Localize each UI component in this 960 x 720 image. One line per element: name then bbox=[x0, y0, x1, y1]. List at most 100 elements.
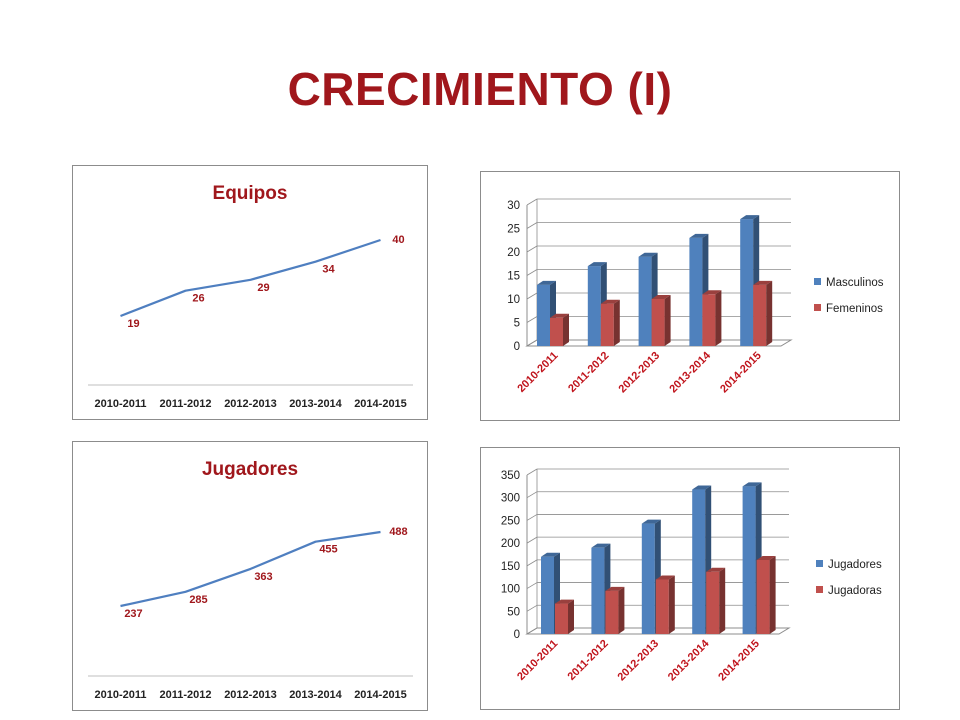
jugadores-line-chart-svg: Jugadores 2010-2011 2011-2012 2012-2013 2013… bbox=[88, 459, 413, 701]
legend-label: Jugadores bbox=[828, 559, 882, 571]
x-tick-label: 2010-2011 bbox=[515, 350, 560, 395]
jugadores-line-chart: Jugadores 2010-2011 2011-2012 2012-2013 2013… bbox=[72, 441, 428, 711]
x-tick-label: 2014-2015 bbox=[354, 398, 407, 410]
bar-jugadores bbox=[692, 489, 706, 634]
bar-top bbox=[638, 252, 658, 257]
y-tick-label: 50 bbox=[507, 606, 520, 618]
y-tick-label: 0 bbox=[514, 629, 520, 641]
bar-masculinos bbox=[537, 284, 550, 346]
x-tick-label: 2010-2011 bbox=[95, 398, 147, 410]
bar-top bbox=[541, 552, 560, 557]
gridline-side bbox=[526, 245, 538, 253]
bar-masculinos bbox=[689, 237, 703, 346]
bar-side bbox=[719, 567, 726, 634]
data-label: 29 bbox=[257, 282, 269, 294]
bar-top bbox=[740, 215, 760, 220]
legend-swatch bbox=[814, 278, 821, 285]
chart-title: Equipos bbox=[213, 183, 288, 204]
x-tick-label: 2014-2015 bbox=[716, 638, 762, 684]
bar-top bbox=[655, 575, 675, 580]
series-line bbox=[120, 238, 381, 318]
bar-femeninos bbox=[753, 284, 767, 346]
x-tick-label: 2012-2013 bbox=[224, 689, 277, 701]
bar-top bbox=[692, 485, 712, 490]
bar-jugadores bbox=[541, 556, 554, 634]
y-tick-label: 25 bbox=[507, 224, 520, 236]
gridline-side bbox=[526, 491, 538, 499]
equipos-line-chart-svg: Equipos 2010-2011 2011-2012 2012-2013 2013-2… bbox=[88, 183, 413, 410]
y-tick-label: 30 bbox=[507, 200, 520, 212]
y-tick-label: 0 bbox=[514, 341, 520, 353]
y-tick-label: 350 bbox=[501, 470, 520, 482]
gridline-side bbox=[526, 468, 538, 476]
bar-side bbox=[715, 290, 722, 346]
legend-label: Femeninos bbox=[826, 303, 883, 315]
bar-top bbox=[591, 543, 611, 548]
x-tick-label: 2012-2013 bbox=[224, 398, 277, 410]
bar-side bbox=[613, 299, 620, 346]
bar-jugadoras bbox=[555, 603, 568, 634]
gridline-side bbox=[526, 536, 538, 544]
bar-side bbox=[664, 295, 671, 346]
data-label: 488 bbox=[389, 526, 407, 538]
x-tick-label: 2013-2014 bbox=[666, 637, 712, 683]
bar-femeninos bbox=[600, 303, 614, 346]
x-tick-label: 2011-2012 bbox=[566, 350, 611, 395]
data-label: 26 bbox=[192, 293, 204, 305]
x-tick-label: 2013-2014 bbox=[667, 349, 713, 395]
bar-top bbox=[689, 233, 709, 238]
x-tick-label: 2010-2011 bbox=[515, 638, 560, 683]
bar-top bbox=[641, 519, 661, 524]
bar-masculinos bbox=[638, 256, 652, 346]
x-tick-label: 2012-2013 bbox=[617, 350, 663, 396]
gridline-side bbox=[526, 198, 538, 206]
x-tick-label: 2011-2012 bbox=[160, 689, 212, 701]
equipos-bar-chart: 0 5 10 15 20 25 30 2010-2011 2011-2012 2012-2013 2… bbox=[480, 171, 900, 421]
bar-jugadoras bbox=[655, 579, 669, 634]
data-label: 363 bbox=[254, 571, 272, 583]
y-tick-label: 5 bbox=[514, 318, 520, 330]
bar-top bbox=[753, 280, 773, 285]
x-tick-label: 2014-2015 bbox=[354, 689, 407, 701]
bar-femeninos bbox=[550, 317, 563, 346]
legend-swatch bbox=[816, 560, 823, 567]
bar-masculinos bbox=[587, 266, 601, 346]
legend-swatch bbox=[816, 586, 823, 593]
jugadores-bar-chart: 0 50 100 150 200 250 300 350 2010-2011 2011-2012 2… bbox=[480, 447, 900, 710]
data-label: 285 bbox=[189, 594, 207, 606]
bar-side bbox=[563, 313, 569, 346]
y-tick-label: 15 bbox=[507, 271, 520, 283]
bar-jugadores bbox=[641, 523, 655, 634]
legend-swatch bbox=[814, 304, 821, 311]
bar-side bbox=[766, 280, 773, 346]
bar-top bbox=[742, 482, 762, 487]
bar-jugadores bbox=[591, 547, 605, 634]
bar-femeninos bbox=[651, 299, 665, 346]
bar-side bbox=[668, 575, 675, 634]
bar-top bbox=[587, 262, 607, 267]
data-label: 34 bbox=[322, 264, 335, 276]
gridline-side bbox=[526, 316, 538, 323]
data-label: 19 bbox=[127, 318, 139, 330]
bar-femeninos bbox=[702, 294, 716, 346]
bar-jugadoras bbox=[706, 571, 720, 634]
gridline-side bbox=[526, 582, 538, 589]
bar-top bbox=[550, 313, 569, 318]
gridline-side bbox=[526, 559, 538, 567]
data-label: 237 bbox=[124, 608, 142, 620]
bar-top bbox=[706, 567, 726, 572]
gridline-side bbox=[526, 514, 538, 521]
gridline-side bbox=[526, 269, 538, 276]
equipos-line-chart: Equipos 2010-2011 2011-2012 2012-2013 2013-2… bbox=[72, 165, 428, 420]
slide-title: CRECIMIENTO (I) bbox=[287, 63, 673, 115]
bar-top bbox=[756, 555, 776, 560]
data-label: 40 bbox=[392, 234, 404, 246]
bar-top bbox=[600, 299, 620, 304]
y-tick-label: 10 bbox=[507, 294, 520, 306]
x-tick-label: 2010-2011 bbox=[95, 689, 147, 701]
bar-top bbox=[555, 599, 574, 604]
legend-label: Jugadoras bbox=[828, 585, 882, 597]
x-tick-label: 2014-2015 bbox=[718, 350, 764, 396]
gridline-side bbox=[526, 222, 538, 229]
